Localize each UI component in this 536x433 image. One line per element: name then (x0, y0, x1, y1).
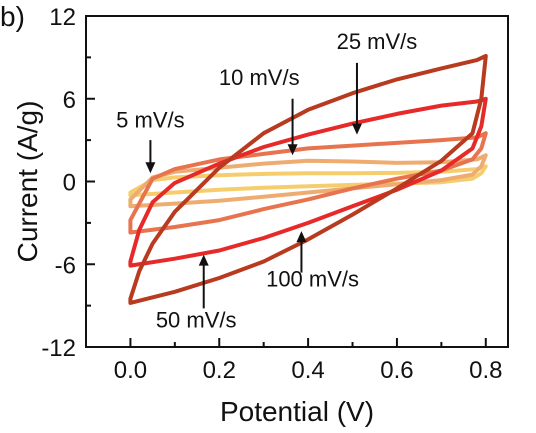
y-axis: -12 -6 0 6 12 (41, 4, 95, 362)
annotation: 10 mV/s (219, 65, 300, 156)
x-axis: 0.0 0.2 0.4 0.6 0.8 (114, 338, 502, 384)
y-tick-label: -6 (55, 252, 76, 279)
y-axis-title: Current (A/g) (12, 101, 43, 263)
arrow-head (198, 254, 209, 266)
annotation: 50 mV/s (156, 254, 237, 333)
arrow-head (287, 144, 298, 156)
annotation: 25 mV/s (337, 29, 418, 135)
annotation-label: 5 mV/s (116, 108, 184, 133)
y-tick-label: 6 (63, 87, 76, 114)
x-tick-label: 0.2 (203, 357, 236, 384)
cv-curves (128, 54, 488, 305)
x-axis-title: Potential (V) (220, 396, 374, 427)
annotation-label: 10 mV/s (219, 65, 300, 90)
panel-label: b) (0, 1, 25, 32)
arrow-head (351, 123, 362, 135)
cv-curve-5 (128, 54, 488, 305)
cv-curve-4 (128, 96, 488, 268)
x-tick-label: 0.6 (380, 357, 413, 384)
cv-curve-1 (128, 164, 488, 198)
cv-curve-2 (128, 153, 488, 209)
x-tick-label: 0.8 (469, 357, 502, 384)
x-tick-label: 0.4 (291, 357, 324, 384)
y-tick-label: -12 (41, 335, 76, 362)
x-tick-label: 0.0 (114, 357, 147, 384)
arrow-head (296, 231, 307, 243)
annotations: 5 mV/s 10 mV/s 25 mV/s 50 mV/s 100 mV/s (116, 29, 417, 333)
y-tick-label: 12 (49, 4, 76, 31)
annotation-label: 50 mV/s (156, 308, 237, 333)
arrow-head (145, 162, 156, 174)
annotation: 5 mV/s (116, 108, 185, 174)
annotation-label: 25 mV/s (337, 29, 418, 54)
y-tick-label: 0 (63, 170, 76, 197)
annotation: 100 mV/s (266, 231, 359, 291)
annotation-label: 100 mV/s (266, 266, 359, 291)
